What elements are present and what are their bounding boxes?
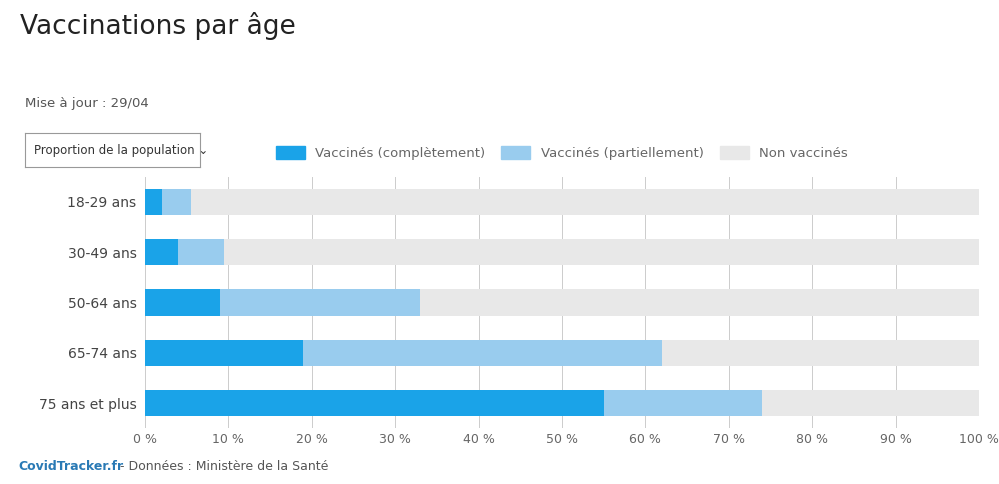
Bar	[145, 239, 178, 265]
Bar	[603, 390, 762, 416]
Bar	[224, 239, 979, 265]
Text: Vaccinations par âge: Vaccinations par âge	[20, 12, 296, 40]
Bar	[145, 289, 220, 316]
Bar	[145, 340, 304, 366]
Bar	[178, 239, 224, 265]
Legend: Vaccinés (complètement), Vaccinés (partiellement), Non vaccinés: Vaccinés (complètement), Vaccinés (parti…	[271, 141, 853, 165]
Bar	[145, 390, 603, 416]
Text: - Données : Ministère de la Santé: - Données : Ministère de la Santé	[116, 460, 329, 473]
Text: CovidTracker.fr: CovidTracker.fr	[18, 460, 123, 473]
Bar	[162, 189, 191, 215]
Bar	[304, 340, 662, 366]
Bar	[762, 390, 979, 416]
Bar	[220, 289, 421, 316]
Text: Mise à jour : 29/04: Mise à jour : 29/04	[25, 97, 149, 110]
Bar	[145, 189, 162, 215]
Bar	[191, 189, 979, 215]
Text: Proportion de la population ⌄: Proportion de la population ⌄	[34, 144, 208, 156]
Bar	[662, 340, 979, 366]
Bar	[421, 289, 979, 316]
